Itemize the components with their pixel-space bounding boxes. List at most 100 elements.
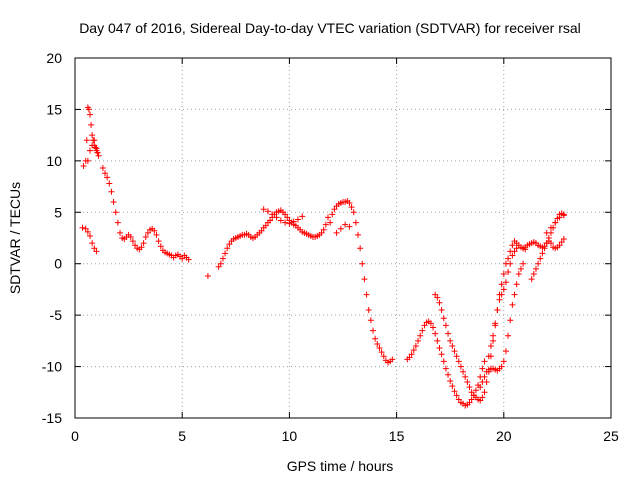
series-arc-3 — [84, 137, 101, 164]
data-point — [513, 245, 520, 252]
data-point — [352, 219, 359, 226]
data-point — [88, 121, 95, 128]
data-point — [528, 276, 535, 283]
data-point — [438, 307, 445, 313]
data-point — [155, 238, 162, 245]
data-point — [419, 327, 426, 334]
data-point — [219, 255, 226, 262]
data-point — [440, 315, 447, 322]
data-point — [507, 260, 514, 267]
data-point — [487, 343, 494, 349]
data-point — [361, 276, 368, 283]
data-point — [151, 227, 158, 234]
y-tick-label: 10 — [46, 153, 62, 169]
y-tick-label: -10 — [42, 359, 62, 375]
data-point — [515, 271, 522, 277]
data-point — [157, 243, 164, 250]
x-tick-label: 15 — [389, 428, 405, 444]
data-point — [346, 223, 353, 230]
data-point — [513, 281, 520, 288]
data-point — [153, 231, 160, 238]
grid — [75, 58, 611, 418]
data-point — [389, 356, 396, 363]
data-point — [481, 389, 488, 396]
data-point — [427, 320, 434, 327]
data-point — [498, 281, 505, 288]
data-point — [350, 209, 357, 216]
data-point — [464, 379, 471, 385]
data-point — [337, 225, 344, 232]
x-tick-label: 0 — [71, 428, 79, 444]
data-point — [509, 252, 516, 259]
data-point — [324, 214, 331, 221]
data-point — [539, 250, 546, 257]
data-point — [224, 245, 231, 252]
data-point — [511, 248, 518, 255]
data-point — [447, 337, 454, 344]
data-point — [294, 216, 301, 223]
x-tick-label: 5 — [178, 428, 186, 444]
data-point — [83, 137, 90, 144]
data-point — [282, 219, 289, 226]
data-point — [80, 163, 87, 169]
data-point — [290, 218, 297, 225]
data-point — [331, 206, 338, 213]
data-point — [445, 371, 452, 378]
data-point — [87, 147, 94, 154]
data-point — [342, 221, 349, 228]
data-point — [87, 232, 94, 239]
data-point — [442, 322, 449, 329]
data-point — [556, 214, 563, 221]
data-point — [380, 353, 387, 360]
data-point — [457, 363, 464, 370]
data-point — [438, 351, 445, 358]
series-arc-10 — [404, 318, 488, 409]
data-point — [430, 324, 437, 331]
data-point — [365, 307, 372, 313]
data-point — [537, 255, 544, 262]
data-point — [453, 353, 460, 360]
data-point — [511, 291, 518, 298]
y-tick-label: -15 — [42, 410, 62, 426]
data-point — [226, 241, 233, 248]
data-point — [320, 226, 327, 233]
data-point — [363, 291, 370, 298]
series-arc-4 — [99, 165, 192, 263]
x-tick-label: 10 — [282, 428, 298, 444]
data-point — [138, 244, 145, 251]
data-point — [142, 233, 149, 240]
data-point — [556, 242, 563, 249]
data-point — [95, 152, 102, 159]
data-point — [479, 365, 486, 372]
data-point — [543, 229, 550, 236]
data-point — [502, 348, 509, 355]
y-tick-label: -5 — [50, 307, 63, 323]
data-point — [367, 317, 374, 324]
axis-ticks: 0 5 10 15 20 25 -15 -10 -5 0 5 10 15 20 — [42, 50, 619, 444]
data-point — [108, 188, 115, 195]
data-point — [215, 263, 222, 270]
data-point — [370, 327, 377, 334]
data-point — [84, 157, 91, 164]
data-point — [468, 396, 475, 403]
data-point — [507, 317, 514, 324]
data-point — [509, 301, 516, 308]
data-point — [91, 137, 98, 144]
data-point — [494, 307, 501, 313]
plot-frame — [74, 57, 612, 419]
data-point — [498, 363, 505, 370]
data-point — [421, 322, 428, 329]
data-point — [91, 245, 98, 252]
data-point — [269, 211, 276, 218]
data-point — [94, 149, 101, 156]
data-point — [440, 358, 447, 365]
data-point — [262, 222, 269, 229]
series-arc-5 — [204, 273, 211, 280]
data-point — [451, 348, 458, 355]
data-point — [496, 296, 503, 303]
data-point — [82, 225, 89, 232]
data-point — [110, 199, 117, 205]
y-tick-label: 5 — [54, 204, 62, 220]
data-point — [436, 299, 443, 306]
series-arc-2 — [80, 104, 102, 169]
